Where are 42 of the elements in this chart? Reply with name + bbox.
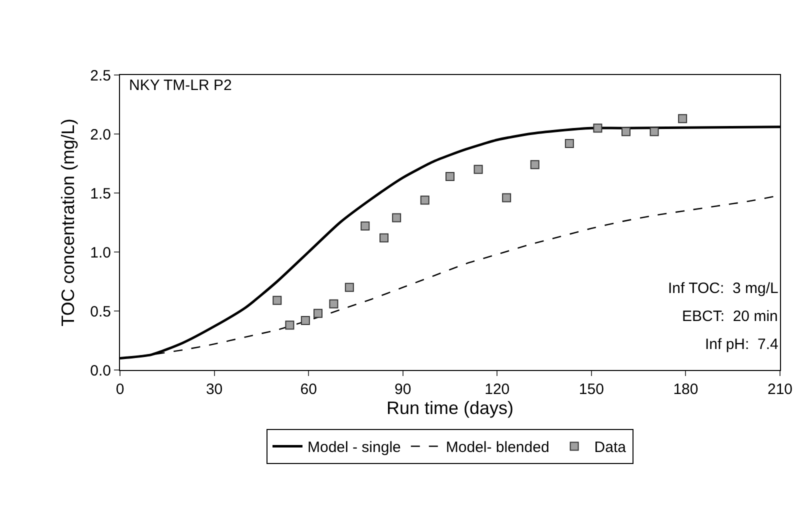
point xyxy=(650,127,659,136)
annotation: Inf pH: 7.4 xyxy=(705,336,778,353)
annotation: Inf TOC: 3 mg/L xyxy=(668,280,778,297)
x-tick-label: 120 xyxy=(484,381,510,398)
point xyxy=(285,320,294,330)
point xyxy=(380,233,388,242)
point xyxy=(360,222,370,231)
x-tick-label: 0 xyxy=(116,381,124,398)
y-tick-label: 1.0 xyxy=(90,244,111,262)
point xyxy=(564,138,574,148)
y-tick-label: 0.5 xyxy=(90,303,111,320)
x-tick-label: 30 xyxy=(206,381,223,398)
y-axis-title: TOC concentration (mg/L) xyxy=(58,118,78,326)
point xyxy=(474,164,483,174)
y-tick-label: 1.5 xyxy=(90,185,111,202)
point xyxy=(420,196,430,205)
y-tick-label: 2.5 xyxy=(90,67,111,84)
point xyxy=(314,308,322,318)
chart-title: NKY TM-LR P2 xyxy=(129,77,232,94)
legend-label: Model- blended xyxy=(446,439,550,456)
y-tick-label: 2.0 xyxy=(90,126,111,144)
x-tick-label: 180 xyxy=(673,381,698,398)
x-tick-label: 90 xyxy=(394,381,412,398)
legend-label: Data xyxy=(594,439,627,456)
point xyxy=(502,193,512,202)
annotation: EBCT: 20 min xyxy=(682,308,778,325)
y-tick-label: 0.0 xyxy=(90,362,111,380)
point xyxy=(344,282,354,292)
x-tick-label: 60 xyxy=(300,381,317,398)
point xyxy=(622,127,630,136)
legend-label: Model - single xyxy=(308,439,401,456)
point xyxy=(593,124,602,133)
x-tick-label: 210 xyxy=(767,381,793,398)
x-tick-label: 150 xyxy=(578,381,604,398)
point xyxy=(272,296,282,305)
point xyxy=(392,213,402,222)
point xyxy=(530,160,540,170)
point xyxy=(446,172,454,181)
point xyxy=(678,114,688,124)
point xyxy=(329,299,338,308)
point xyxy=(300,316,310,325)
x-axis-title: Run time (days) xyxy=(386,398,514,418)
